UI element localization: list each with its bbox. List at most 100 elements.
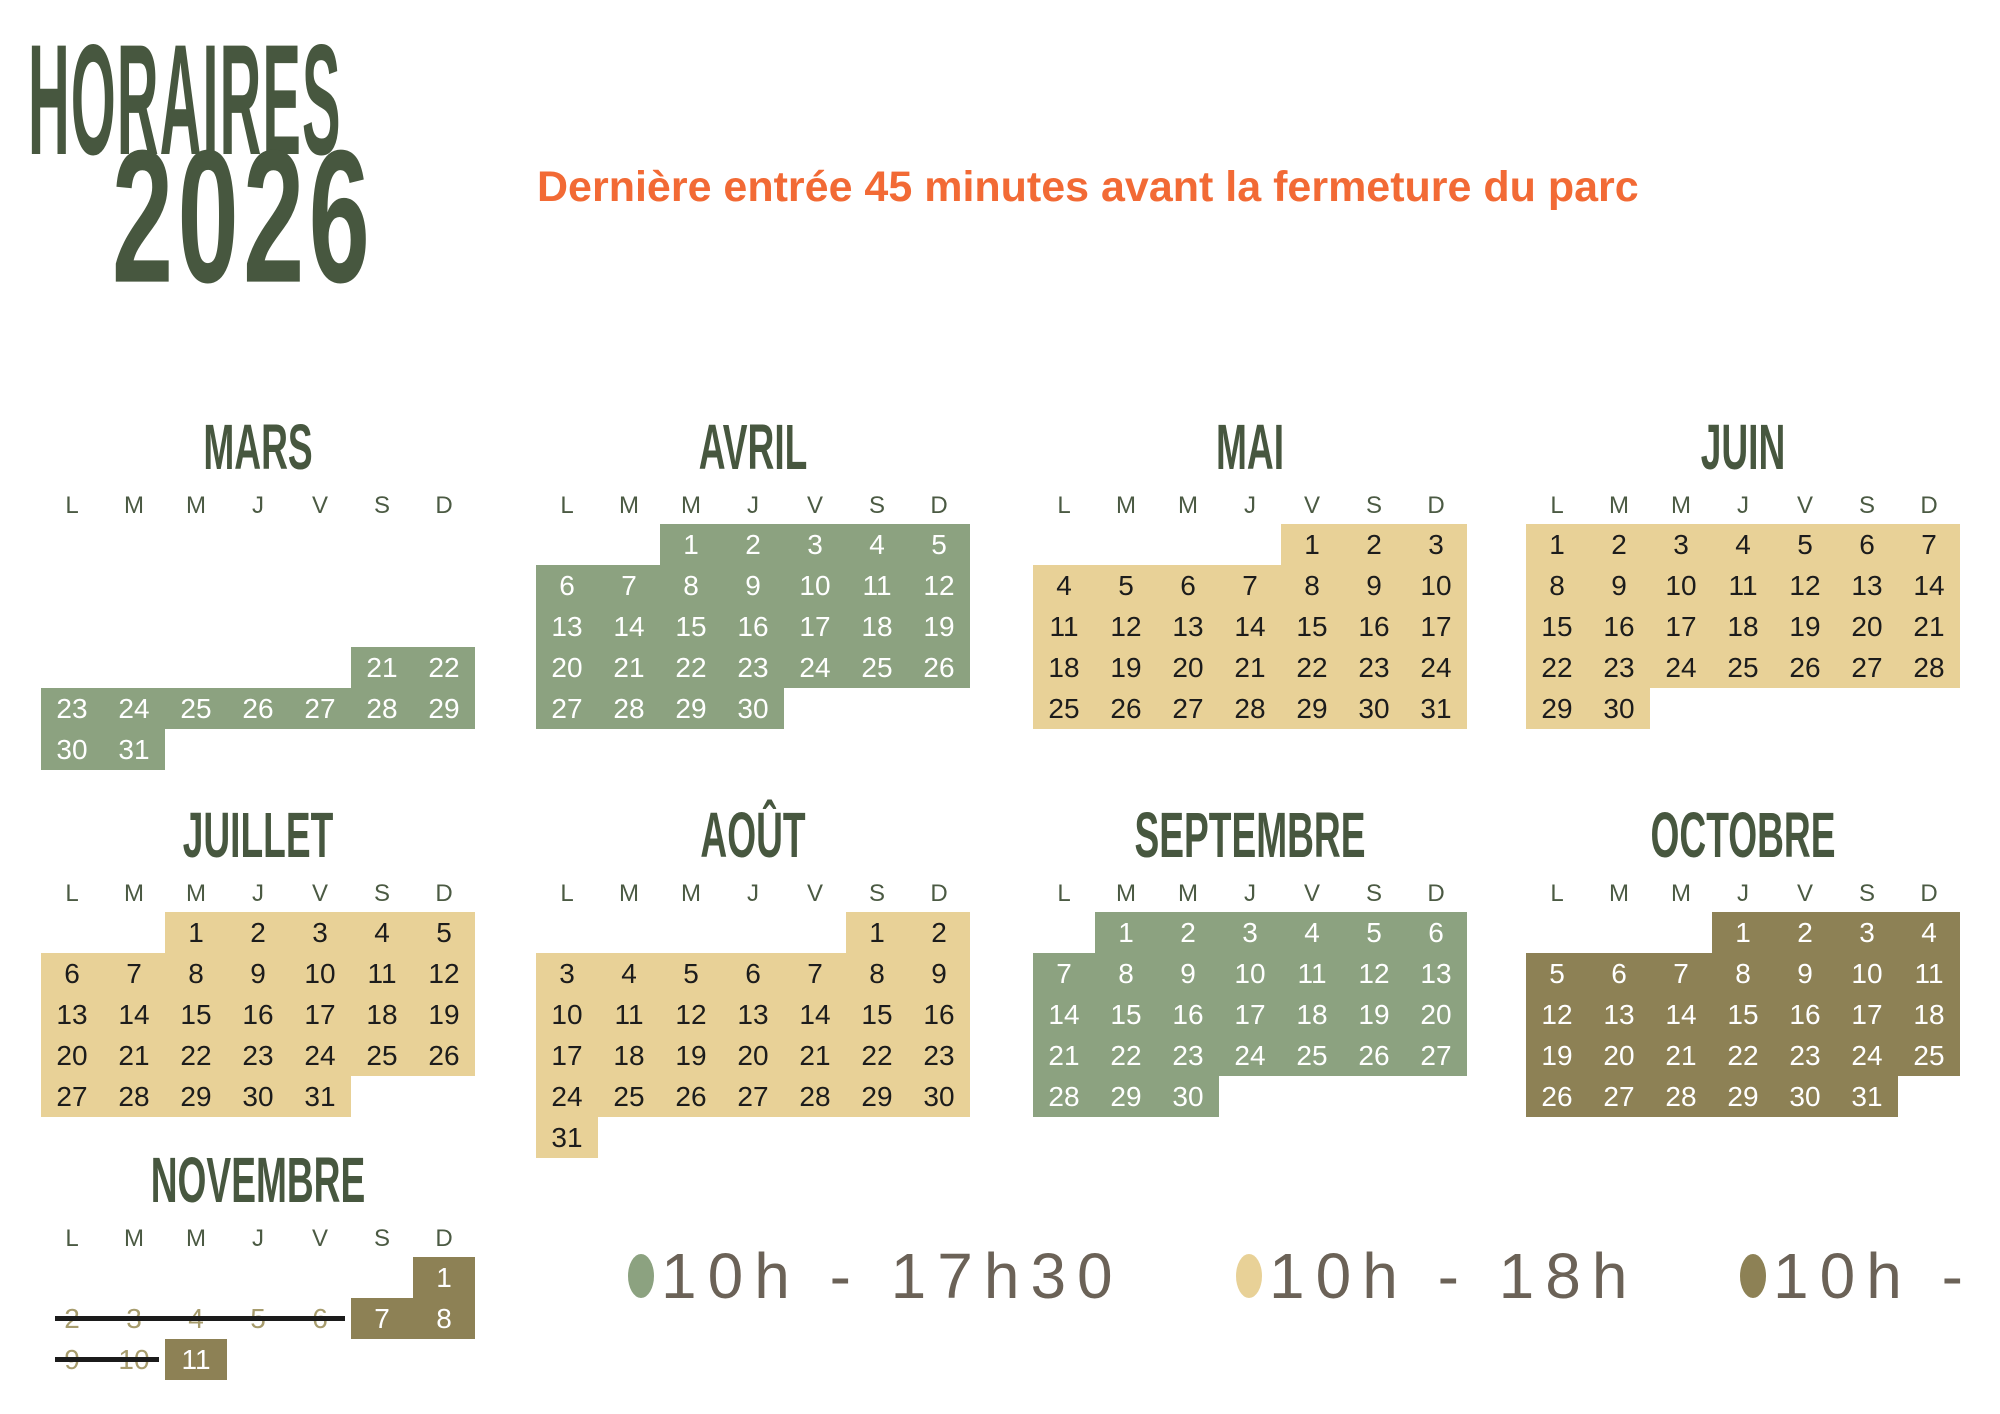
date-cell-avril-26: 26 <box>908 647 970 688</box>
date-cell-juillet-19: 19 <box>413 994 475 1035</box>
date-cell-avril-8: 8 <box>660 565 722 606</box>
weekday-label: M <box>186 880 206 907</box>
month-grid: 1 2 3 4 5 6 7 8 9 10 11 12 13 14 15 16 17 18 19 20 21 22 23 24 2… <box>1526 524 1960 729</box>
date-cell-octobre-4: 4 <box>1898 912 1960 953</box>
weekday-label: D <box>930 492 948 519</box>
date-cell-octobre-28: 28 <box>1650 1076 1712 1117</box>
date-cell-octobre-29: 29 <box>1712 1076 1774 1117</box>
date-cell-mai-12: 12 <box>1095 606 1157 647</box>
date-cell-mai-2: 2 <box>1343 524 1405 565</box>
date-cell-mars-23: 23 <box>41 688 103 729</box>
date-cell-octobre-6: 6 <box>1588 953 1650 994</box>
weekday-label: S <box>1858 880 1875 907</box>
date-cell-mars-24: 24 <box>103 688 165 729</box>
date-cell-avril-3: 3 <box>784 524 846 565</box>
month-mai: MAI L M M J V S D 1 2 3 4 5 6 7 8 9 10 11 12 13 14 15 16 17 18 19 2… <box>1033 412 1467 780</box>
date-cell-juin-30: 30 <box>1588 688 1650 729</box>
date-cell-mars-22: 22 <box>413 647 475 688</box>
date-cell-avril-7: 7 <box>598 565 660 606</box>
date-cell-avril-21: 21 <box>598 647 660 688</box>
weekday-label: S <box>1365 492 1382 519</box>
date-cell-octobre-13: 13 <box>1588 994 1650 1035</box>
date-cell-mars-25: 25 <box>165 688 227 729</box>
weekday-label: J <box>747 880 759 907</box>
date-cell-juillet-12: 12 <box>413 953 475 994</box>
date-cell-mai-4: 4 <box>1033 565 1095 606</box>
date-cell-août-5: 5 <box>660 953 722 994</box>
date-cell-avril-29: 29 <box>660 688 722 729</box>
date-cell-avril-30: 30 <box>722 688 784 729</box>
date-cell-mai-7: 7 <box>1219 565 1281 606</box>
date-cell-mai-16: 16 <box>1343 606 1405 647</box>
date-cell-août-26: 26 <box>660 1076 722 1117</box>
date-cell-octobre-5: 5 <box>1526 953 1588 994</box>
date-cell-mai-23: 23 <box>1343 647 1405 688</box>
date-cell-juin-24: 24 <box>1650 647 1712 688</box>
date-cell-octobre-22: 22 <box>1712 1035 1774 1076</box>
date-cell-juin-3: 3 <box>1650 524 1712 565</box>
date-cell-juin-17: 17 <box>1650 606 1712 647</box>
closed-dates-strike-line <box>55 1357 159 1362</box>
date-cell-août-7: 7 <box>784 953 846 994</box>
weekday-label: V <box>1796 492 1813 519</box>
date-cell-octobre-15: 15 <box>1712 994 1774 1035</box>
date-cell-juin-13: 13 <box>1836 565 1898 606</box>
weekday-label: S <box>1858 492 1875 519</box>
date-cell-juillet-4: 4 <box>351 912 413 953</box>
date-cell-octobre-8: 8 <box>1712 953 1774 994</box>
weekday-label: V <box>1303 492 1320 519</box>
date-cell-juillet-22: 22 <box>165 1035 227 1076</box>
date-cell-mars-30: 30 <box>41 729 103 770</box>
date-cell-octobre-3: 3 <box>1836 912 1898 953</box>
date-cell-octobre-9: 9 <box>1774 953 1836 994</box>
date-cell-avril-15: 15 <box>660 606 722 647</box>
date-cell-avril-2: 2 <box>722 524 784 565</box>
month-août: AOÛT L M M J V S D 1 2 3 4 5 6 7 8 9 10 11 12 13 14 15 16 17 18 19… <box>536 800 970 1168</box>
month-septembre: SEPTEMBRE L M M J V S D 1 2 3 4 5 6 7 8 9 10 11 12 13 14 15 16 1… <box>1033 800 1467 1168</box>
date-cell-août-13: 13 <box>722 994 784 1035</box>
date-cell-juin-19: 19 <box>1774 606 1836 647</box>
legend-item-10h-17h30: 10h - 17h30 <box>628 1244 1124 1308</box>
date-cell-septembre-27: 27 <box>1405 1035 1467 1076</box>
date-cell-septembre-1: 1 <box>1095 912 1157 953</box>
legend-dot-tan-icon <box>1236 1254 1262 1298</box>
date-cell-mars-29: 29 <box>413 688 475 729</box>
month-title: OCTOBRE <box>1650 799 1836 871</box>
date-cell-juin-4: 4 <box>1712 524 1774 565</box>
weekday-label: S <box>868 880 885 907</box>
date-cell-juin-21: 21 <box>1898 606 1960 647</box>
weekday-label: M <box>619 880 639 907</box>
date-cell-juillet-30: 30 <box>227 1076 289 1117</box>
weekday-label: S <box>868 492 885 519</box>
weekday-label: V <box>1796 880 1813 907</box>
weekday-label: M <box>1609 492 1629 519</box>
date-cell-juillet-11: 11 <box>351 953 413 994</box>
weekday-label: J <box>1737 880 1749 907</box>
weekday-label: M <box>124 492 144 519</box>
weekday-label: S <box>373 492 390 519</box>
date-cell-mai-29: 29 <box>1281 688 1343 729</box>
date-cell-octobre-19: 19 <box>1526 1035 1588 1076</box>
date-cell-novembre-8: 8 <box>413 1298 475 1339</box>
date-cell-mai-21: 21 <box>1219 647 1281 688</box>
date-cell-juillet-7: 7 <box>103 953 165 994</box>
date-cell-juillet-28: 28 <box>103 1076 165 1117</box>
weekday-label: M <box>124 1225 144 1252</box>
closed-dates-strike-line <box>55 1316 345 1321</box>
date-cell-avril-27: 27 <box>536 688 598 729</box>
date-cell-août-30: 30 <box>908 1076 970 1117</box>
date-cell-août-6: 6 <box>722 953 784 994</box>
date-cell-juillet-15: 15 <box>165 994 227 1035</box>
month-avril: AVRIL L M M J V S D 1 2 3 4 5 6 7 8 9 10 11 12 13 14 15 16 17 18 1… <box>536 412 970 780</box>
date-cell-juillet-27: 27 <box>41 1076 103 1117</box>
weekday-label: L <box>560 880 574 907</box>
date-cell-juin-10: 10 <box>1650 565 1712 606</box>
month-grid: 1 2 3 4 5 6 7 8 9 10 11 12 13 14 15 16 17 18 19 20 21 22 23 24 2… <box>536 524 970 729</box>
date-cell-mai-13: 13 <box>1157 606 1219 647</box>
date-cell-août-12: 12 <box>660 994 722 1035</box>
date-cell-mai-5: 5 <box>1095 565 1157 606</box>
date-cell-avril-24: 24 <box>784 647 846 688</box>
date-cell-août-2: 2 <box>908 912 970 953</box>
